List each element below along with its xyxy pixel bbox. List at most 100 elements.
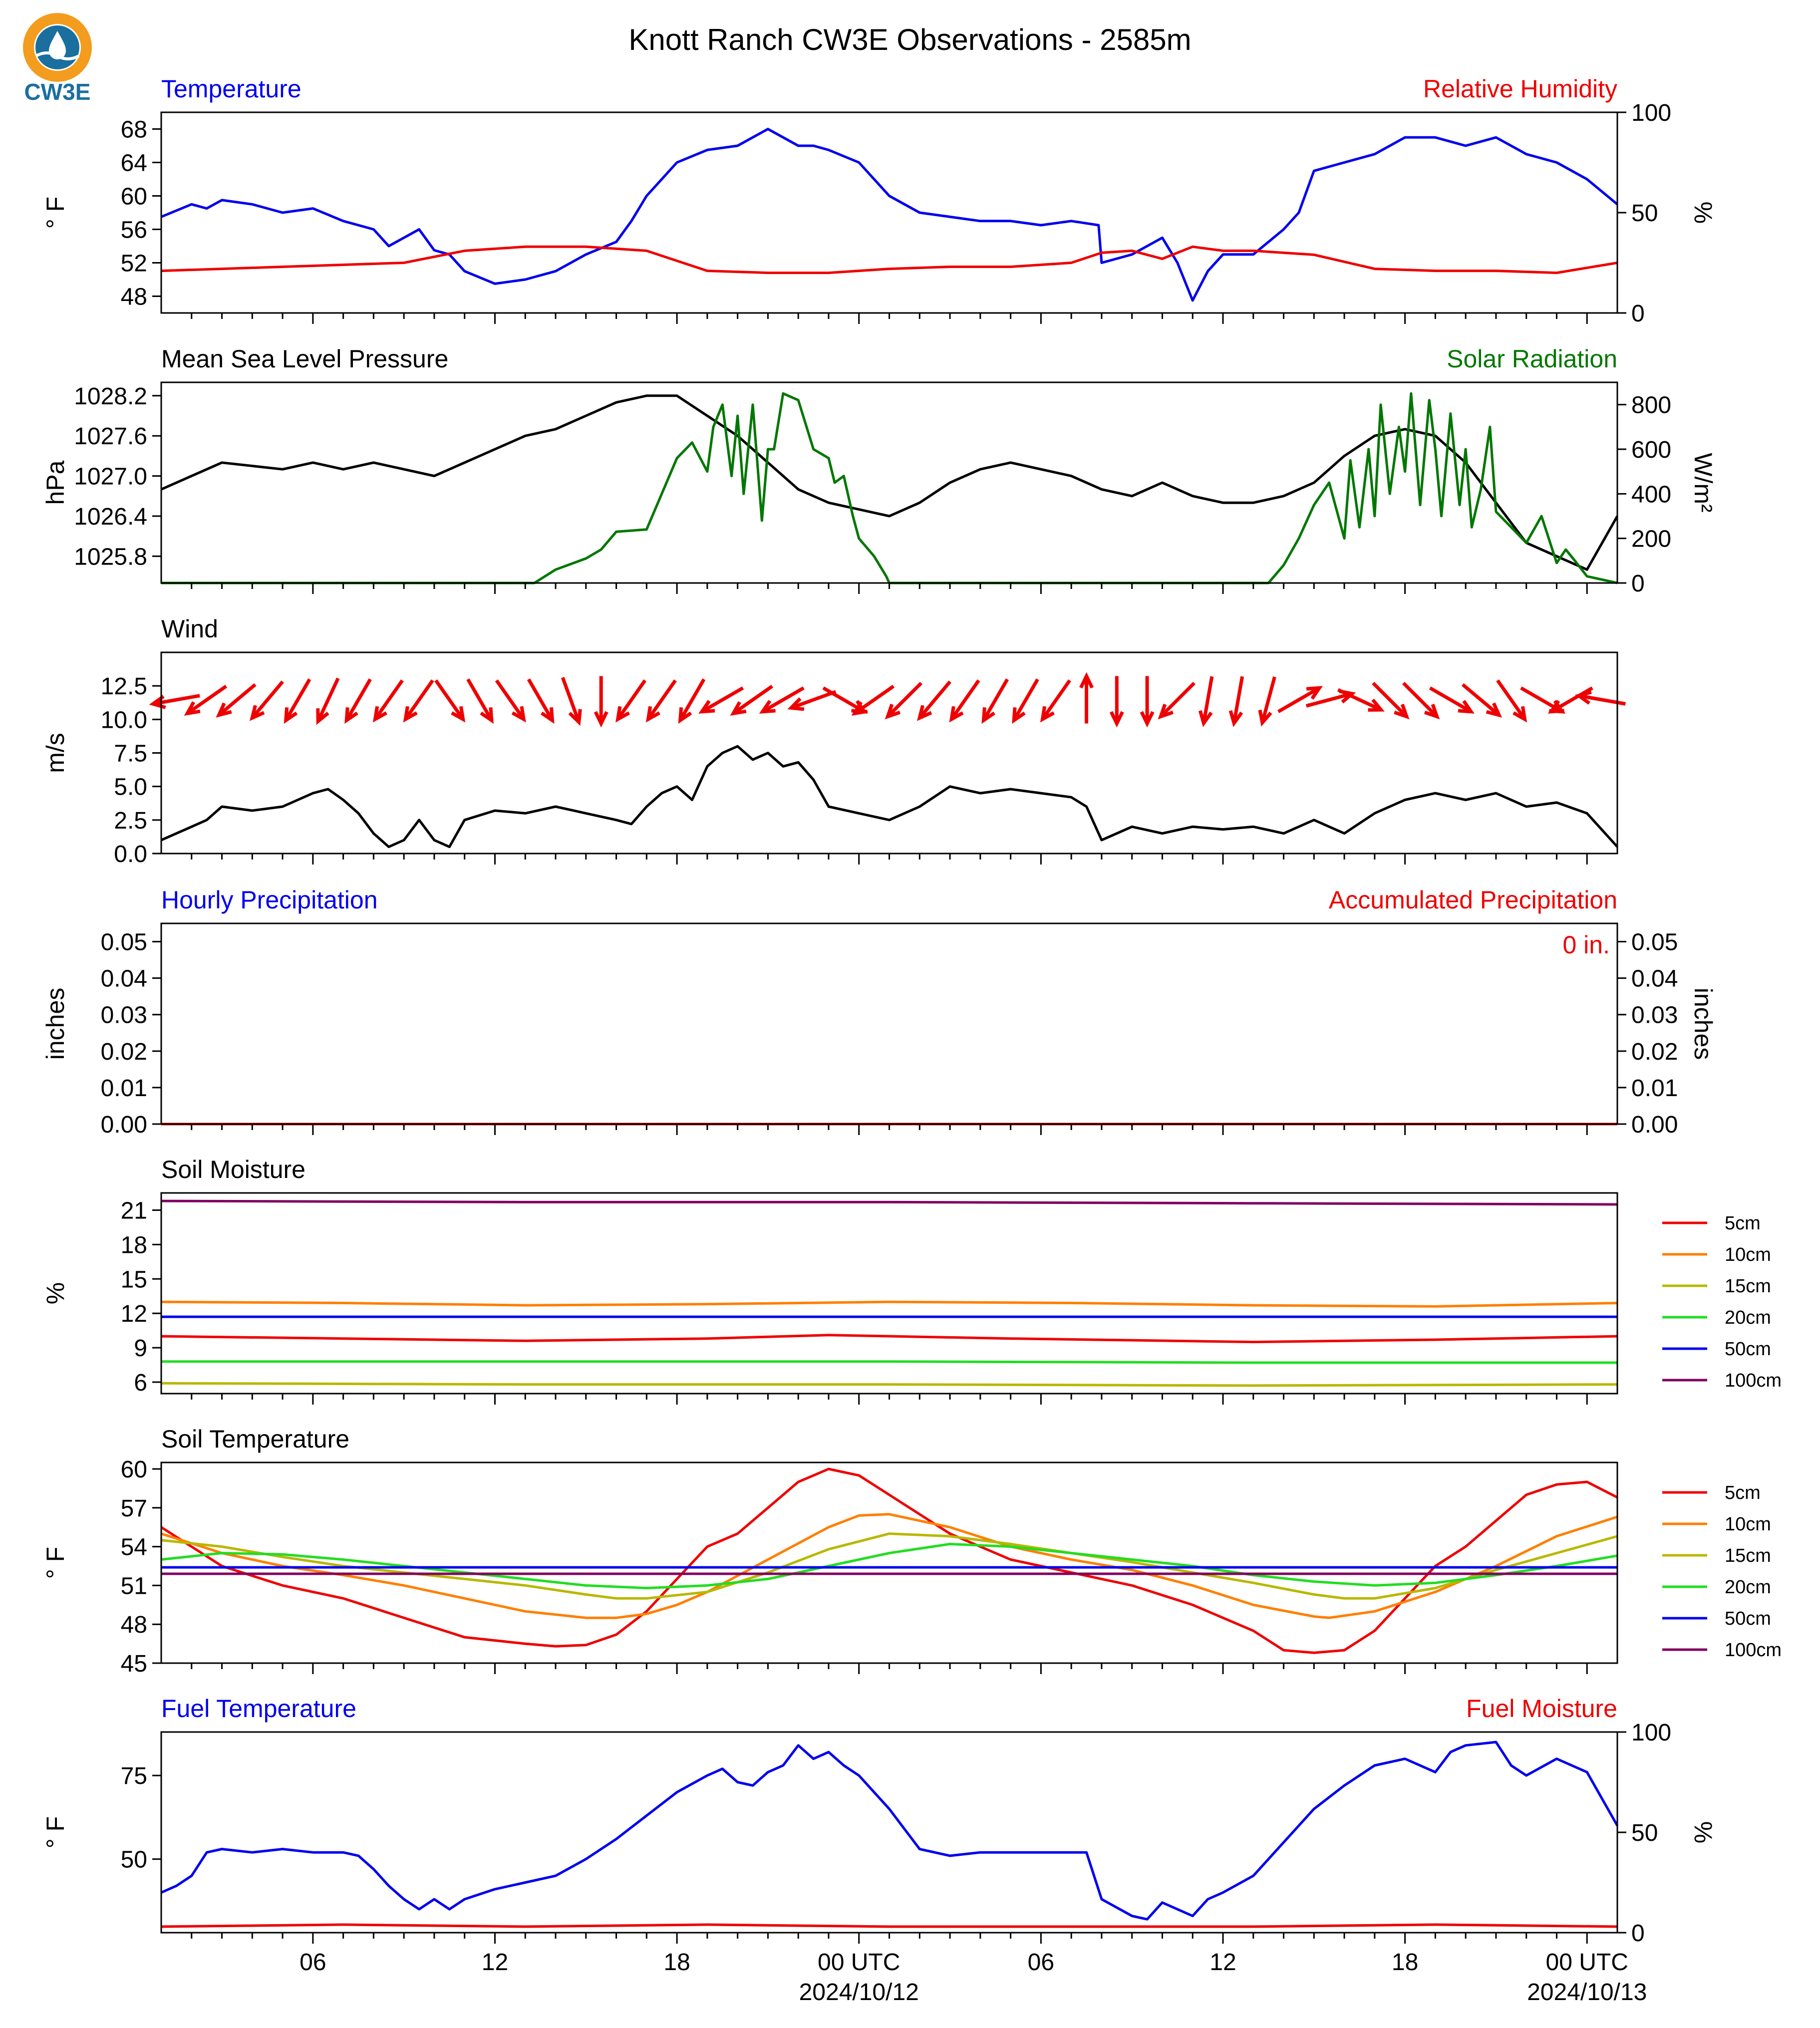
wind-arrow-shaft: [678, 678, 706, 721]
y-tick-label-right: 50: [1631, 200, 1658, 227]
y-tick-label-right: 100: [1631, 100, 1671, 126]
wind-arrow: [1079, 672, 1094, 724]
legend-label-15cm: 15cm: [1725, 1276, 1771, 1297]
y-tick-label-right: 600: [1631, 437, 1671, 463]
panel-title-left: Temperature: [161, 75, 302, 103]
wind-arrow-shaft: [1159, 681, 1196, 718]
series-line-1: [161, 1923, 1618, 1928]
wind-arrow-shaft: [284, 678, 311, 721]
wind-arrow-shaft: [186, 684, 228, 715]
wind-arrow-shaft: [527, 678, 554, 721]
wind-arrow-shaft: [1041, 679, 1071, 720]
y-tick-label-right: 0.05: [1631, 929, 1678, 956]
wind-arrow: [1402, 681, 1440, 720]
y-tick-label-right: 0.03: [1631, 1002, 1678, 1029]
y-tick-label: 45: [121, 1651, 147, 1677]
x-date-label: 2024/10/12: [799, 1979, 919, 2006]
legend-label-20cm: 20cm: [1725, 1577, 1771, 1598]
x-date-label: 2024/10/13: [1527, 1979, 1647, 2006]
y-tick-label: 54: [121, 1534, 147, 1561]
wind-arrow-shaft: [1232, 676, 1244, 724]
y-tick-label: 64: [121, 150, 147, 177]
wind-arrow-shaft: [616, 679, 647, 720]
wind-arrow: [1140, 676, 1155, 728]
y-tick-label: 0.02: [101, 1039, 147, 1065]
series-line-20cm: [161, 1360, 1617, 1364]
wind-arrow-shaft: [495, 679, 525, 720]
panel-title-left: Wind: [161, 615, 218, 643]
series-line-100cm: [161, 1199, 1618, 1206]
y-tick-label-right: 800: [1631, 392, 1671, 419]
x-tick-label: 00 UTC: [818, 1949, 900, 1976]
logo-text: CW3E: [24, 79, 91, 105]
legend-label-5cm: 5cm: [1725, 1213, 1761, 1234]
wind-arrow-head: [1458, 700, 1475, 714]
wind-arrow: [216, 683, 257, 718]
wind-arrow: [787, 690, 837, 711]
wind-arrow-head: [1109, 711, 1124, 728]
y-tick-label: 68: [121, 117, 147, 143]
y-tick-label: 1028.2: [74, 383, 147, 410]
wind-arrow-shaft: [316, 677, 340, 722]
wind-arrow: [916, 680, 951, 721]
legend-label-10cm: 10cm: [1725, 1514, 1771, 1535]
y-tick-label-right: 100: [1631, 1720, 1671, 1746]
series-line-5cm: [161, 1334, 1618, 1344]
wind-arrow-head: [678, 707, 692, 724]
wind-arrow-head: [916, 705, 932, 721]
y-axis-label-right: %: [1689, 202, 1717, 224]
wind-arrow-head: [511, 706, 526, 723]
wind-arrow-head: [1198, 710, 1213, 727]
wind-arrow: [678, 678, 706, 724]
wind-arrow-shaft: [218, 683, 257, 717]
y-axis-label: hPa: [41, 460, 69, 505]
y-tick-label: 1025.8: [74, 544, 147, 570]
wind-arrow: [1496, 679, 1527, 723]
wind-arrow: [284, 678, 311, 724]
x-tick-label: 06: [1028, 1949, 1054, 1976]
wind-arrow-head: [759, 700, 776, 714]
panel-title-left: Soil Moisture: [161, 1156, 305, 1183]
wind-arrow: [594, 676, 608, 728]
y-tick-label-right: 0.04: [1631, 966, 1678, 992]
series-line-1: [161, 392, 1618, 584]
wind-arrow-shaft: [646, 679, 677, 720]
wind-arrow-shaft: [561, 677, 581, 723]
legend-label-20cm: 20cm: [1725, 1307, 1771, 1328]
y-tick-label-right: 50: [1631, 1820, 1658, 1846]
wind-arrow-shaft: [761, 686, 805, 713]
y-tick-label: 48: [121, 1612, 147, 1638]
y-tick-label-right: 0: [1631, 300, 1645, 327]
legend-label-100cm: 100cm: [1725, 1640, 1782, 1661]
panel-title-right: Accumulated Precipitation: [1329, 886, 1617, 914]
wind-arrow-shaft: [373, 679, 404, 720]
cw3e-logo: CW3E: [23, 13, 92, 105]
wind-arrow-shaft: [1260, 676, 1276, 723]
wind-arrow-head: [1258, 709, 1272, 727]
wind-arrow: [184, 684, 228, 716]
wind-arrow: [1109, 676, 1124, 728]
wind-arrow-head: [372, 706, 387, 723]
y-tick-label-right: 0.01: [1631, 1075, 1678, 1102]
wind-arrow: [1429, 686, 1475, 714]
wind-arrow: [851, 684, 895, 716]
wind-arrow-head: [1228, 710, 1243, 727]
wind-arrow-head: [787, 697, 805, 711]
wind-arrow-head: [981, 707, 995, 724]
wind-arrow-head: [184, 701, 201, 716]
wind-arrow: [1158, 681, 1196, 720]
wind-arrow-head: [1574, 690, 1592, 705]
wind-arrow-head: [1306, 686, 1323, 700]
y-tick-label: 51: [121, 1573, 147, 1599]
panel-title-left: Mean Sea Level Pressure: [161, 345, 448, 373]
y-tick-label-right: 0: [1631, 1920, 1645, 1947]
x-tick-label: 06: [300, 1949, 326, 1976]
wind-arrow-head: [216, 702, 232, 718]
y-tick-label: 0.01: [101, 1075, 147, 1102]
legend-label-15cm: 15cm: [1725, 1545, 1771, 1566]
y-tick-label: 57: [121, 1495, 147, 1522]
y-axis-label: m/s: [41, 733, 69, 773]
wind-arrow-head: [316, 708, 329, 725]
wind-arrow-shaft: [1429, 686, 1472, 713]
